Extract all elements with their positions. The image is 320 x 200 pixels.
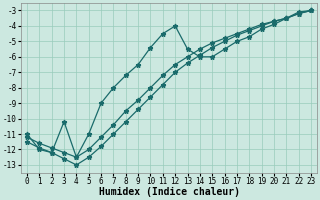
X-axis label: Humidex (Indice chaleur): Humidex (Indice chaleur) xyxy=(99,187,240,197)
